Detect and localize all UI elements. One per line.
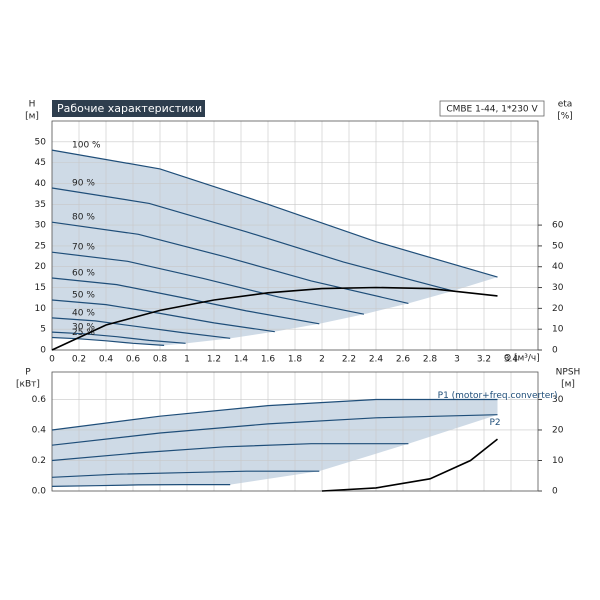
y2-tick-label: 40 xyxy=(552,262,564,272)
x-tick-label: 0.4 xyxy=(99,355,114,365)
x-tick-label: 3 xyxy=(454,355,460,365)
chart-title: Рабочие характеристики xyxy=(57,102,202,115)
y-axis-unit: [м] xyxy=(25,112,39,122)
curve xyxy=(51,331,186,344)
curve-label: 40 % xyxy=(72,308,95,318)
y-tick-label: 50 xyxy=(35,137,47,147)
curve-label: 70 % xyxy=(72,243,95,253)
y-tick-label: 20 xyxy=(35,262,47,272)
x-tick-label: 1 xyxy=(184,355,190,365)
y-tick-label: 40 xyxy=(35,179,47,189)
x-tick-label: 0.8 xyxy=(153,355,168,365)
x-tick-label: 2.2 xyxy=(342,355,356,365)
model-label: CMBE 1-44, 1*230 V xyxy=(446,105,538,115)
curve-label: 60 % xyxy=(72,268,95,278)
x-tick-label: 3.2 xyxy=(477,355,491,365)
y2-tick-label: 0 xyxy=(552,487,558,497)
x-tick-label: 2.8 xyxy=(423,355,438,365)
curve-label: 50 % xyxy=(72,291,95,301)
y-tick-label: 25 xyxy=(35,241,46,251)
curve xyxy=(51,398,498,431)
y-axis-label: P xyxy=(25,368,31,378)
curve-label: P2 xyxy=(490,418,501,428)
curve xyxy=(51,336,165,346)
x-tick-label: 1.8 xyxy=(288,355,303,365)
secondary-curve xyxy=(321,438,498,492)
x-tick-label: 1.2 xyxy=(207,355,221,365)
y-tick-label: 0 xyxy=(40,346,46,356)
curve-label: 90 % xyxy=(72,179,95,189)
plot-frame xyxy=(51,371,539,492)
x-tick-label: 0.2 xyxy=(72,355,86,365)
y-tick-label: 0.4 xyxy=(32,425,47,435)
x-tick-label: 3.4 xyxy=(504,355,519,365)
y2-tick-label: 60 xyxy=(552,221,564,231)
y2-axis-label: eta xyxy=(558,100,573,110)
curve xyxy=(51,277,320,325)
y-tick-label: 0.0 xyxy=(32,487,47,497)
y2-tick-label: 50 xyxy=(552,241,564,251)
curve xyxy=(51,484,231,487)
curve-label: 80 % xyxy=(72,213,95,223)
y-tick-label: 35 xyxy=(35,200,46,210)
y2-tick-label: 30 xyxy=(552,283,564,293)
model-box xyxy=(439,100,545,117)
y2-tick-label: 20 xyxy=(552,304,564,314)
y-tick-label: 5 xyxy=(40,325,46,335)
y-tick-label: 10 xyxy=(35,304,47,314)
y-tick-label: 30 xyxy=(35,221,47,231)
curve xyxy=(51,187,454,292)
secondary-curve xyxy=(51,286,498,351)
operating-area xyxy=(52,150,498,346)
curve xyxy=(51,251,365,315)
y-tick-label: 15 xyxy=(35,283,46,293)
curve-label: 100 % xyxy=(72,141,101,151)
curve xyxy=(51,470,320,478)
y-tick-label: 45 xyxy=(35,158,46,168)
curve xyxy=(51,299,275,333)
y2-tick-label: 20 xyxy=(552,425,564,435)
y2-axis-unit: [м] xyxy=(561,380,575,390)
y-tick-label: 0.2 xyxy=(32,456,46,466)
curve-label: P1 (motor+freq.converter) xyxy=(438,391,558,401)
curve xyxy=(51,443,409,462)
operating-area xyxy=(52,399,498,487)
x-tick-label: 0 xyxy=(49,355,55,365)
x-tick-label: 0.6 xyxy=(126,355,141,365)
curve xyxy=(51,317,231,339)
x-axis-label: Q [м³/ч] xyxy=(504,354,540,364)
curve-label: 30 % xyxy=(72,323,95,333)
y2-axis-label: NPSH xyxy=(556,368,581,378)
y2-tick-label: 0 xyxy=(552,346,558,356)
x-tick-label: 2 xyxy=(319,355,325,365)
y-axis-unit: [кВт] xyxy=(16,380,40,390)
title-box xyxy=(52,100,205,117)
x-tick-label: 2.4 xyxy=(369,355,384,365)
plot-frame xyxy=(51,120,539,351)
y-tick-label: 0.6 xyxy=(32,395,47,405)
y2-tick-label: 10 xyxy=(552,456,564,466)
y-axis-label: H xyxy=(29,100,36,110)
y2-axis-unit: [%] xyxy=(557,112,573,122)
curve xyxy=(51,149,498,278)
y2-tick-label: 30 xyxy=(552,395,564,405)
x-tick-label: 2.6 xyxy=(396,355,411,365)
curve-label: 25 % xyxy=(72,328,95,338)
x-tick-label: 1.6 xyxy=(261,355,276,365)
x-tick-label: 1.4 xyxy=(234,355,249,365)
curve xyxy=(51,414,498,446)
y2-tick-label: 10 xyxy=(552,325,564,335)
